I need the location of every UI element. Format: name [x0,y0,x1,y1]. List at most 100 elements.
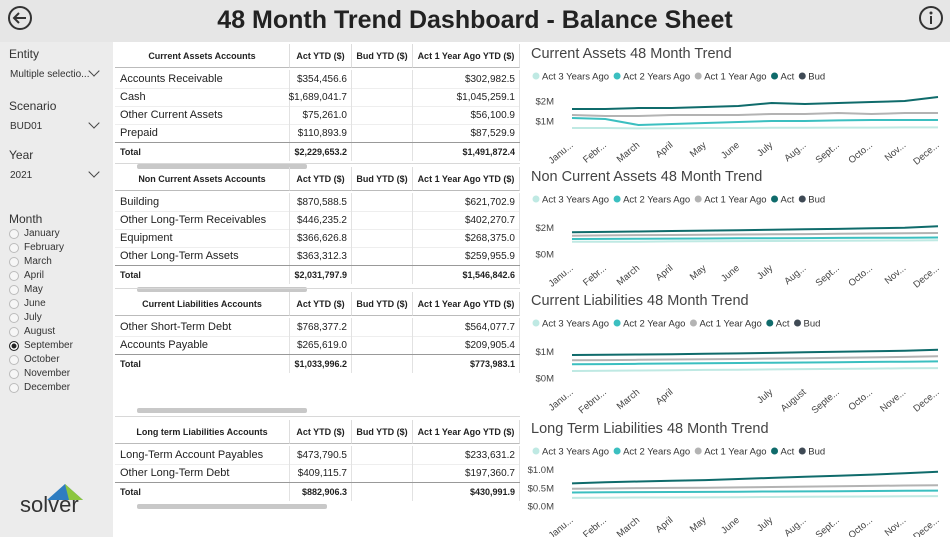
cell-value: $268,375.0 [413,229,520,247]
legend-marker [613,195,621,203]
table-header-row: Long term Liabilities Accounts Act YTD ($… [115,420,520,444]
chart-title: Current Assets 48 Month Trend [531,46,732,62]
series-line [571,367,939,372]
cell-value [352,336,413,354]
x-tick-label: May [688,515,709,535]
cell-value: $56,100.9 [413,106,520,124]
cell-value: $446,235.2 [290,211,352,229]
x-tick-label: Nove... [878,387,908,415]
radio-button[interactable] [9,355,19,365]
series-line [571,111,938,117]
legend-label: Act [781,447,795,458]
chart-title: Non Current Assets 48 Month Trend [531,169,762,185]
x-tick-label: Janu... [547,515,576,537]
legend-label: Act 2 Years Ago [623,72,690,83]
radio-button[interactable] [9,257,19,267]
cell-value [352,247,413,265]
legend-label: Act 2 Years Ago [623,447,690,458]
total-cell: $773,983.1 [413,355,520,373]
scrollbar[interactable] [137,408,307,413]
table-row: Accounts Payable $265,619.0 $209,905.4 [115,336,520,355]
series-line [571,117,938,127]
total-cell: $430,991.9 [413,483,520,501]
month-option: January [24,228,60,239]
x-tick-label: June [719,263,742,285]
column-header: Act 1 Year Ago YTD ($) [413,292,520,316]
legend-marker [798,195,806,203]
legend-marker [532,447,540,455]
scrollbar[interactable] [137,164,307,169]
back-button[interactable] [7,5,33,31]
filter-label: Entity [9,47,40,61]
radio-button[interactable] [9,369,19,379]
filter-panel: Entity Multiple selectio... Scenario BUD01 Y… [0,42,113,537]
legend-label: Act 2 Year Ago [623,319,685,330]
dropdown-chevron[interactable] [88,65,100,77]
series-line [571,232,939,237]
cell-value: $870,588.5 [290,193,352,211]
total-cell: $1,033,996.2 [290,355,352,373]
month-option: April [24,270,45,281]
cell-value: $1,045,259.1 [413,88,520,106]
column-header: Act 1 Year Ago YTD ($) [413,420,520,444]
radio-button[interactable] [9,271,19,281]
cell-value [352,88,413,106]
radio-button[interactable] [9,327,19,337]
legend-label: Bud [804,319,821,330]
x-tick-label: Febru... [577,387,609,416]
radio-button[interactable] [9,383,19,393]
month-option: November [24,368,71,379]
account-name: Accounts Payable [115,336,290,354]
legend-label: Act 3 Years Ago [542,195,609,206]
filter-label: Scenario [9,99,57,113]
radio-button[interactable] [9,341,19,351]
x-tick-label: Janu... [547,140,576,167]
radio-button[interactable] [9,299,19,309]
x-tick-label: Aug... [782,140,808,164]
total-cell: Total [115,355,290,373]
y-tick-label: $1M [536,347,555,358]
x-tick-label: Sept... [814,515,842,537]
month-option: June [24,298,46,309]
series-line [572,239,939,243]
cell-value [352,124,413,142]
legend-marker [532,72,540,80]
x-tick-label: May [688,140,709,160]
radio-button[interactable] [9,229,19,239]
x-tick-label: Dece... [911,140,941,168]
radio-button[interactable] [9,243,19,253]
dropdown-chevron[interactable] [88,166,100,178]
series-line [571,348,939,356]
column-header: Act YTD ($) [290,167,352,191]
account-name: Equipment [115,229,290,247]
y-tick-label: $0.0M [528,502,554,513]
legend-marker [694,447,702,455]
month-option: September [24,340,73,351]
x-tick-label: Febr... [581,263,609,289]
scrollbar[interactable] [137,287,307,292]
x-tick-label: Octo... [846,263,875,289]
radio-button[interactable] [9,313,19,323]
total-cell: Total [115,266,290,284]
month-option: July [24,312,42,323]
series-line [572,126,938,130]
table-row: Equipment $366,626.8 $268,375.0 [115,229,520,248]
cell-value: $363,312.3 [290,247,352,265]
total-row: Total $882,906.3 $430,991.9 [115,482,520,501]
x-tick-label: Dece... [911,263,941,291]
column-header: Current Liabilities Accounts [115,292,290,316]
x-tick-label: Sept... [814,140,842,166]
info-button[interactable] [918,5,944,31]
radio-button[interactable] [9,285,19,295]
dropdown-chevron[interactable] [88,117,100,129]
table-header-row: Current Assets Accounts Act YTD ($) Bud YT… [115,44,520,68]
month-option: August [24,326,56,337]
legend-marker [613,447,621,455]
scrollbar[interactable] [137,504,327,509]
account-name: Prepaid [115,124,290,142]
legend-marker [694,195,702,203]
x-tick-label: July [755,515,775,534]
total-cell: $2,229,653.2 [290,143,352,161]
legend-marker [771,195,779,203]
